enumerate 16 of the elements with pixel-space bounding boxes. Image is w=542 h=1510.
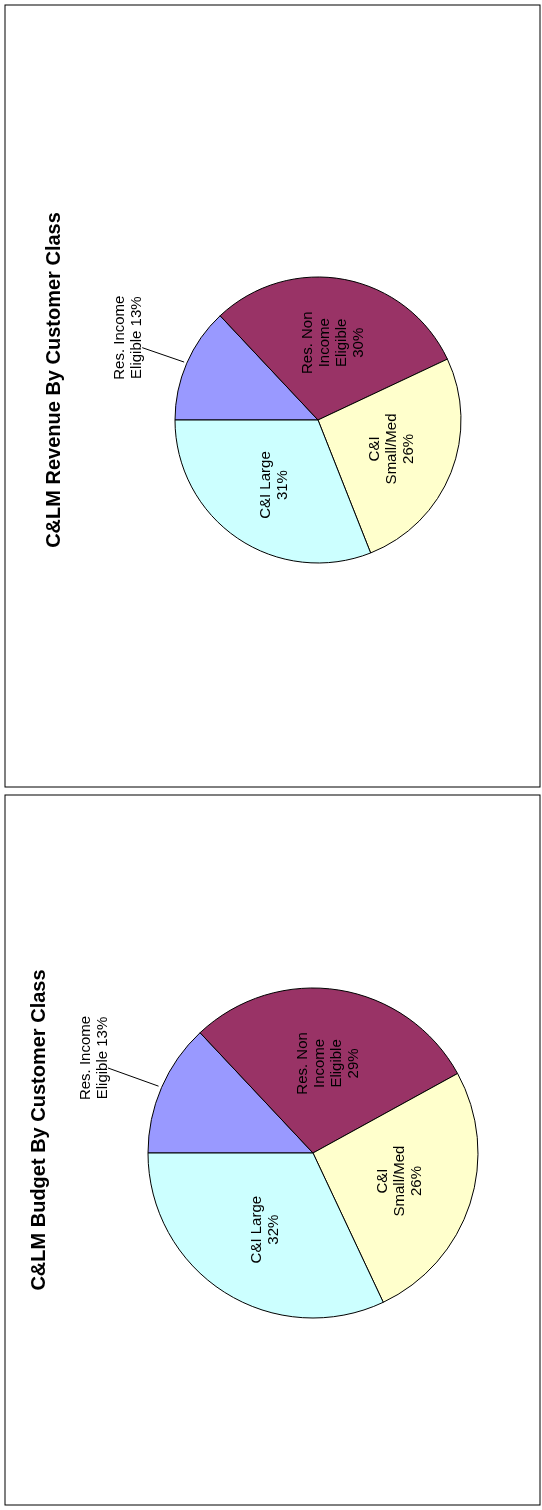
data-label: 29% <box>343 1048 361 1079</box>
slice-label: Res. Income Eligible 13% <box>75 1015 110 1101</box>
slice-label: Res. Non Income Eligible <box>298 311 350 375</box>
data-label: 26% <box>399 433 417 464</box>
slice-label: C&I Large <box>256 451 274 519</box>
slice-label: C&I Small/Med <box>373 1145 408 1217</box>
data-label: 30% <box>349 327 367 358</box>
text: C&LM Revenue By Customer Class <box>42 212 64 548</box>
text: C&LM Budget By Customer Class <box>27 969 49 1291</box>
data-label: 31% <box>273 470 291 501</box>
data-label: 26% <box>407 1166 425 1197</box>
slice-label: C&I Small/Med <box>365 413 400 485</box>
data-label: 32% <box>263 1214 281 1245</box>
slice-label: Res. Non Income Eligible <box>292 1032 344 1095</box>
slice-label: C&I Large <box>246 1195 264 1264</box>
slice-label: Res. Income Eligible 13% <box>110 295 145 380</box>
